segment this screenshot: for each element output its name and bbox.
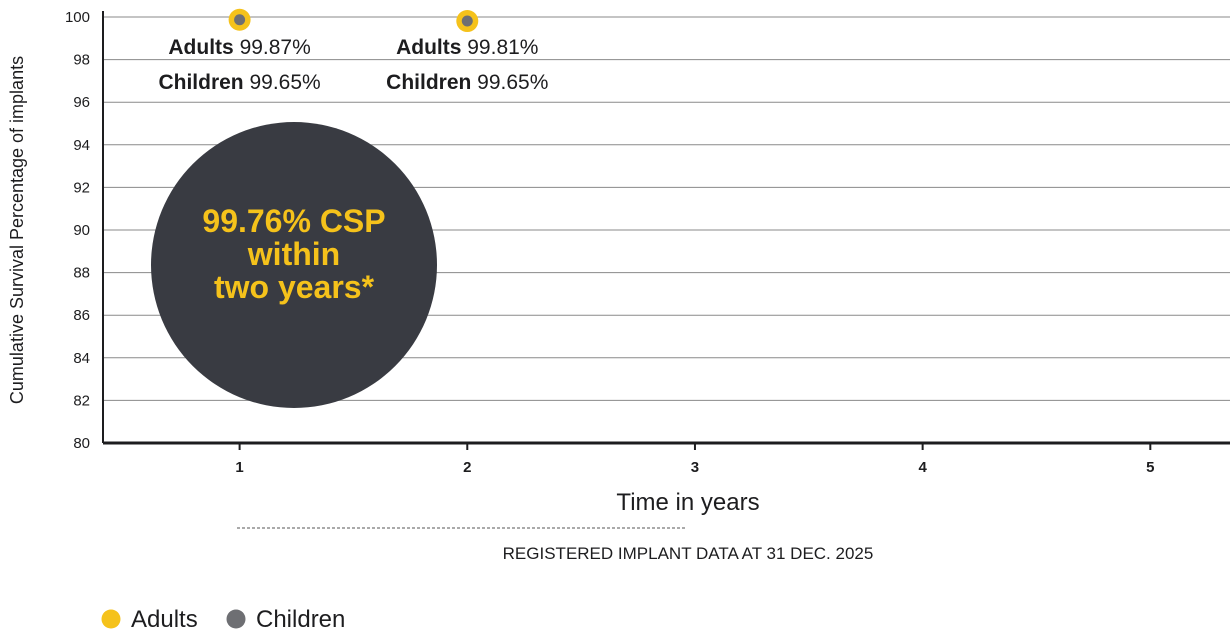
x-ticks: 1 2 3 4 5 <box>235 443 1154 476</box>
y-tick-label: 98 <box>73 52 90 69</box>
annotation-children-value: 99.65% <box>249 71 320 94</box>
x-tick-label: 1 <box>235 459 243 476</box>
y-tick-label: 82 <box>73 392 90 409</box>
callout-text: two years* <box>214 269 375 305</box>
y-ticks: 80 82 84 86 88 90 92 94 96 98 100 <box>65 9 90 452</box>
legend-label-children: Children <box>256 606 345 633</box>
annotations: Adults 99.87% Children 99.65% Adults 99.81… <box>158 36 548 94</box>
annotation-adults-value: 99.87% <box>240 36 311 59</box>
annotation-children-label: Children <box>386 71 477 94</box>
legend-swatch-children <box>226 609 246 629</box>
legend: Adults Children <box>101 606 345 633</box>
x-tick-label: 4 <box>918 459 927 476</box>
footnote: REGISTERED IMPLANT DATA AT 31 DEC. 2025 <box>503 544 874 563</box>
legend-swatch-adults <box>101 609 121 629</box>
legend-label-adults: Adults <box>131 606 198 633</box>
y-tick-label: 94 <box>73 137 90 154</box>
callout-text: 99.76% CSP <box>202 203 385 239</box>
callout-circle <box>151 122 437 408</box>
data-point-children <box>234 14 246 26</box>
x-tick-label: 5 <box>1146 459 1154 476</box>
annotation-children-label: Children <box>158 71 249 94</box>
annotation-adults-label: Adults <box>396 36 467 59</box>
annotation-adults-label: Adults <box>168 36 239 59</box>
y-tick-label: 100 <box>65 9 90 26</box>
x-tick-label: 2 <box>463 459 471 476</box>
y-axis-label: Cumulative Survival Percentage of implan… <box>7 56 27 404</box>
annotation-adults-value: 99.81% <box>467 36 538 59</box>
annotation-adults: Adults 99.87% <box>168 36 310 59</box>
data-points <box>228 8 479 33</box>
y-tick-label: 92 <box>73 179 90 196</box>
annotation-children-value: 99.65% <box>477 71 548 94</box>
annotation-adults: Adults 99.81% <box>396 36 538 59</box>
y-tick-label: 80 <box>73 435 90 452</box>
y-tick-label: 90 <box>73 222 90 239</box>
data-point-children <box>461 15 473 27</box>
annotation-children: Children 99.65% <box>386 71 548 94</box>
y-tick-label: 96 <box>73 94 90 111</box>
y-tick-label: 86 <box>73 307 90 324</box>
annotation-children: Children 99.65% <box>158 71 320 94</box>
callout-text: within <box>247 236 340 272</box>
x-axis-label: Time in years <box>616 489 759 516</box>
y-tick-label: 84 <box>73 350 90 367</box>
y-tick-label: 88 <box>73 265 90 282</box>
x-tick-label: 3 <box>691 459 699 476</box>
